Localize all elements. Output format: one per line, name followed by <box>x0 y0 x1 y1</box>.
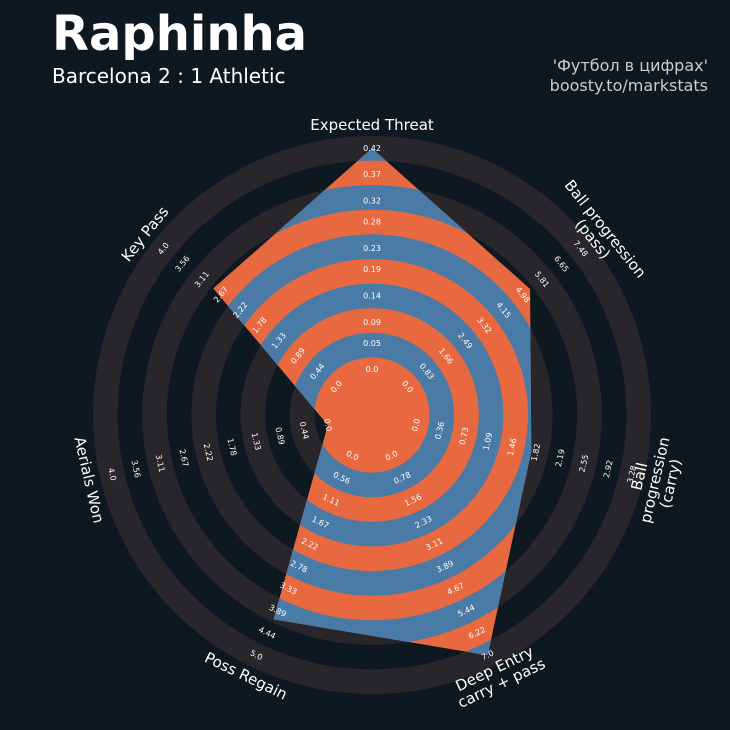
tick-label: 0.14 <box>363 291 381 300</box>
tick-label: 0.37 <box>363 170 381 179</box>
radar-rings <box>213 148 532 656</box>
tick-label: 4.44 <box>257 625 277 641</box>
tick-label: 3.11 <box>154 454 167 473</box>
credit: 'Футбол в цифрах' <box>552 56 708 75</box>
tick-label: 3.56 <box>129 459 142 478</box>
tick-label: 2.22 <box>202 443 215 462</box>
tick-label: 0.89 <box>273 426 286 445</box>
tick-label: 2.55 <box>578 454 591 473</box>
ring <box>289 332 455 498</box>
tick-label: 1.46 <box>506 437 519 456</box>
tick-label: 0.0 <box>410 418 422 432</box>
tick-label: 0.0 <box>322 418 334 432</box>
tick-label: 0.32 <box>363 197 381 206</box>
tick-label: 1.82 <box>530 443 543 462</box>
credit: boosty.to/markstats <box>549 76 708 95</box>
tick-label: 1.78 <box>225 437 238 456</box>
tick-label: 0.28 <box>363 218 381 227</box>
tick-label: 0.09 <box>363 318 381 327</box>
tick-label: 2.19 <box>554 448 567 467</box>
tick-label: 1.09 <box>482 432 495 451</box>
tick-label: 3.28 <box>626 465 639 484</box>
tick-label: 2.67 <box>177 448 190 467</box>
chart-subtitle: Barcelona 2 : 1 Athletic <box>52 64 286 88</box>
tick-label: 0.23 <box>363 244 381 253</box>
tick-label: 1.33 <box>250 432 263 451</box>
param-label: Expected Threat <box>310 116 434 134</box>
tick-label: 0.05 <box>363 339 381 348</box>
tick-label: 0.0 <box>366 365 379 374</box>
tick-label: 0.44 <box>298 421 311 440</box>
tick-label: 4.0 <box>106 467 118 481</box>
tick-label: 0.73 <box>458 426 471 445</box>
tick-label: 6.65 <box>552 254 570 274</box>
tick-label: 3.56 <box>173 254 191 274</box>
tick-label: 2.92 <box>602 459 615 478</box>
tick-label: 0.42 <box>363 144 381 153</box>
tick-label: 0.19 <box>363 265 381 274</box>
chart-title: Raphinha <box>52 6 308 62</box>
tick-label: 0.36 <box>433 421 446 440</box>
